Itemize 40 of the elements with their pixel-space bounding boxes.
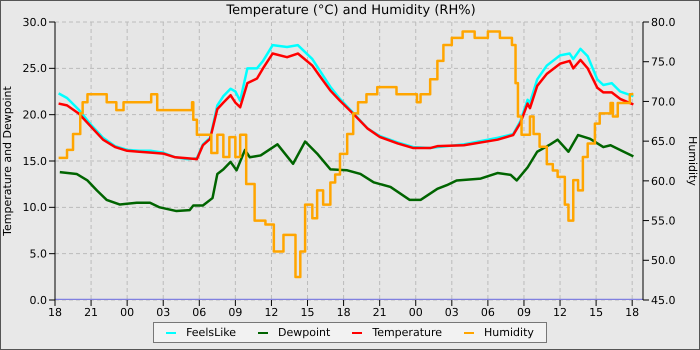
x-tick-label: 21 (372, 306, 387, 319)
y2-axis-title: Humidity (686, 136, 700, 186)
legend-label: Humidity (484, 326, 534, 339)
y2-tick-label: 45.0 (651, 294, 676, 307)
x-tick-label: 12 (553, 306, 568, 319)
y-tick-label: 25.0 (22, 62, 47, 76)
x-tick-label: 00 (408, 306, 423, 319)
x-tick-label: 18 (48, 306, 62, 319)
x-tick-label: 18 (625, 306, 640, 319)
x-tick-label: 15 (589, 306, 604, 319)
y2-tick-label: 75.0 (651, 56, 676, 69)
chart-title: Temperature (°C) and Humidity (RH%) (226, 3, 476, 18)
y2-tick-label: 70.0 (651, 95, 676, 108)
y-axis-title: Temperature and Dewpoint (0, 85, 14, 237)
x-tick-label: 18 (336, 306, 351, 319)
line-series (58, 134, 635, 212)
y2-tick-label: 55.0 (651, 214, 676, 228)
x-tick-label: 09 (516, 306, 531, 319)
x-tick-label: 03 (444, 306, 459, 319)
x-tick-label: 06 (192, 306, 206, 319)
y-tick-label: 5.0 (30, 248, 47, 261)
y-tick-label: 20.0 (22, 108, 47, 122)
x-tick-label: 06 (480, 306, 495, 319)
legend-label: Temperature (372, 326, 442, 339)
y2-tick-label: 50.0 (651, 254, 676, 268)
x-tick-label: 21 (84, 306, 98, 319)
legend-label: Dewpoint (278, 326, 330, 339)
x-tick-label: 15 (300, 306, 315, 319)
x-tick-label: 12 (264, 306, 278, 319)
x-tick-label: 09 (228, 306, 242, 319)
y-tick-label: 30.0 (22, 16, 47, 29)
y2-tick-label: 65.0 (651, 135, 676, 148)
x-tick-label: 03 (156, 306, 170, 319)
x-tick-label: 00 (120, 306, 134, 319)
y2-tick-label: 80.0 (651, 16, 676, 29)
y-tick-label: 10.0 (22, 201, 47, 214)
legend-label: FeelsLike (186, 326, 236, 339)
y-tick-label: 0.0 (30, 294, 47, 307)
y2-tick-label: 60.0 (651, 174, 676, 188)
y-tick-label: 15.0 (22, 154, 47, 168)
